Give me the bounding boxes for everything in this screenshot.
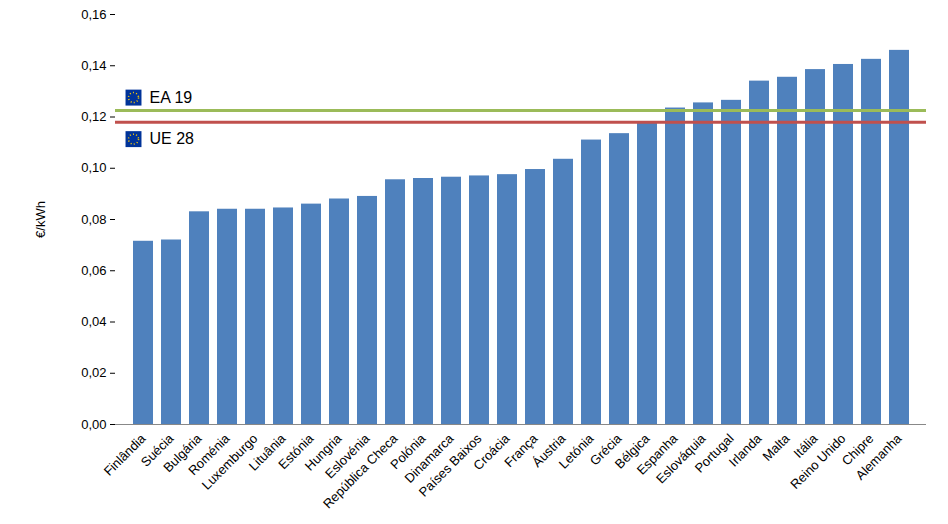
svg-text:Roménia: Roménia [185, 430, 233, 479]
svg-text:Estónia: Estónia [275, 430, 317, 473]
svg-text:0,08: 0,08 [81, 212, 106, 227]
svg-text:0,16: 0,16 [81, 7, 106, 22]
svg-text:0,06: 0,06 [81, 263, 106, 278]
svg-text:Irlanda: Irlanda [726, 430, 765, 469]
svg-text:Países Baixos: Países Baixos [415, 430, 485, 500]
svg-text:Grécia: Grécia [586, 430, 625, 469]
svg-text:Eslovénia: Eslovénia [322, 430, 373, 482]
svg-text:República Checa: República Checa [320, 430, 401, 511]
svg-text:Croácia: Croácia [470, 430, 513, 473]
svg-text:UE 28: UE 28 [150, 130, 195, 147]
svg-text:Reino Unido: Reino Unido [787, 431, 848, 492]
svg-text:Polónia: Polónia [387, 430, 429, 473]
svg-text:Chipre: Chipre [838, 430, 877, 469]
svg-text:Itália: Itália [790, 430, 821, 461]
svg-text:0,02: 0,02 [81, 365, 106, 380]
svg-text:Suécia: Suécia [137, 430, 177, 470]
svg-text:0,10: 0,10 [81, 160, 106, 175]
svg-text:0,04: 0,04 [81, 314, 106, 329]
svg-text:Letónia: Letónia [556, 430, 597, 471]
svg-text:Luxemburgo: Luxemburgo [198, 430, 261, 493]
svg-text:Áustria: Áustria [529, 430, 569, 470]
svg-text:Finlândia: Finlândia [100, 430, 149, 479]
svg-text:EA 19: EA 19 [150, 89, 193, 106]
svg-text:Espanha: Espanha [633, 430, 681, 478]
svg-text:0,14: 0,14 [81, 58, 106, 73]
svg-text:Hungria: Hungria [301, 430, 345, 474]
svg-text:€/kWh: €/kWh [33, 201, 48, 238]
svg-text:Malta: Malta [759, 430, 793, 464]
svg-text:Eslováquia: Eslováquia [653, 430, 709, 487]
svg-text:França: França [501, 430, 541, 470]
svg-text:Alemanha: Alemanha [853, 430, 906, 483]
svg-text:Bélgica: Bélgica [611, 430, 653, 472]
svg-text:Dinamarca: Dinamarca [401, 430, 457, 486]
svg-text:Bulgária: Bulgária [160, 430, 205, 476]
svg-text:0,00: 0,00 [81, 417, 106, 432]
svg-text:0,12: 0,12 [81, 109, 106, 124]
svg-text:Portugal: Portugal [692, 431, 737, 476]
svg-text:Lituânia: Lituânia [245, 430, 289, 474]
